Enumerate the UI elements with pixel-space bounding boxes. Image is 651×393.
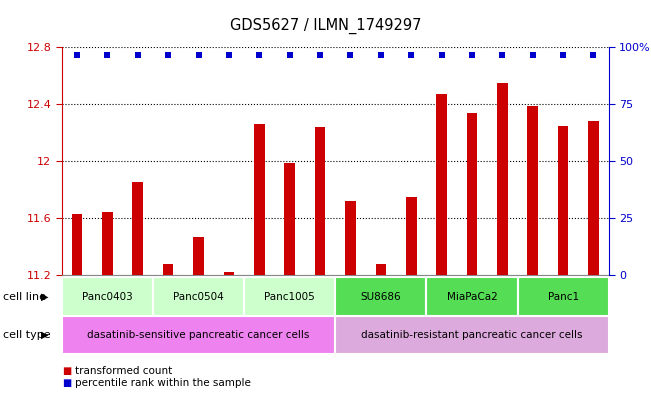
Text: ▶: ▶	[41, 292, 49, 302]
Bar	[467, 113, 477, 275]
Point	[254, 52, 264, 58]
Text: ▶: ▶	[41, 330, 49, 340]
Bar	[315, 127, 326, 275]
Point	[376, 52, 386, 58]
Bar	[254, 124, 264, 275]
Point	[284, 52, 295, 58]
Point	[406, 52, 417, 58]
Bar	[224, 272, 234, 275]
Text: ■: ■	[62, 366, 71, 376]
Bar	[589, 121, 599, 275]
Text: transformed count: transformed count	[75, 366, 172, 376]
Bar	[244, 277, 335, 316]
Bar	[153, 277, 244, 316]
Point	[163, 52, 173, 58]
Text: MiaPaCa2: MiaPaCa2	[447, 292, 497, 302]
Bar	[72, 214, 82, 275]
Bar	[426, 277, 518, 316]
Text: GDS5627 / ILMN_1749297: GDS5627 / ILMN_1749297	[230, 18, 421, 34]
Text: Panc0504: Panc0504	[173, 292, 224, 302]
Text: Panc0403: Panc0403	[82, 292, 133, 302]
Bar	[497, 83, 508, 275]
Point	[467, 52, 477, 58]
Text: dasatinib-resistant pancreatic cancer cells: dasatinib-resistant pancreatic cancer ce…	[361, 330, 583, 340]
Point	[133, 52, 143, 58]
Bar	[436, 94, 447, 275]
Bar	[406, 197, 417, 275]
Bar	[376, 264, 386, 275]
Bar	[558, 125, 568, 275]
Bar	[62, 316, 335, 354]
Bar	[163, 264, 173, 275]
Point	[224, 52, 234, 58]
Bar	[102, 212, 113, 275]
Text: cell line: cell line	[3, 292, 46, 302]
Point	[315, 52, 326, 58]
Point	[345, 52, 355, 58]
Bar	[335, 277, 426, 316]
Bar	[527, 106, 538, 275]
Text: cell type: cell type	[3, 330, 51, 340]
Point	[193, 52, 204, 58]
Bar	[518, 277, 609, 316]
Point	[72, 52, 82, 58]
Bar	[345, 201, 355, 275]
Text: Panc1: Panc1	[547, 292, 579, 302]
Point	[527, 52, 538, 58]
Bar	[62, 277, 153, 316]
Text: Panc1005: Panc1005	[264, 292, 315, 302]
Bar	[335, 316, 609, 354]
Bar	[193, 237, 204, 275]
Point	[497, 52, 508, 58]
Bar	[133, 182, 143, 275]
Bar	[284, 163, 295, 275]
Point	[589, 52, 599, 58]
Point	[102, 52, 113, 58]
Text: dasatinib-sensitive pancreatic cancer cells: dasatinib-sensitive pancreatic cancer ce…	[87, 330, 310, 340]
Text: percentile rank within the sample: percentile rank within the sample	[75, 378, 251, 388]
Point	[436, 52, 447, 58]
Text: ■: ■	[62, 378, 71, 388]
Text: SU8686: SU8686	[361, 292, 401, 302]
Point	[558, 52, 568, 58]
